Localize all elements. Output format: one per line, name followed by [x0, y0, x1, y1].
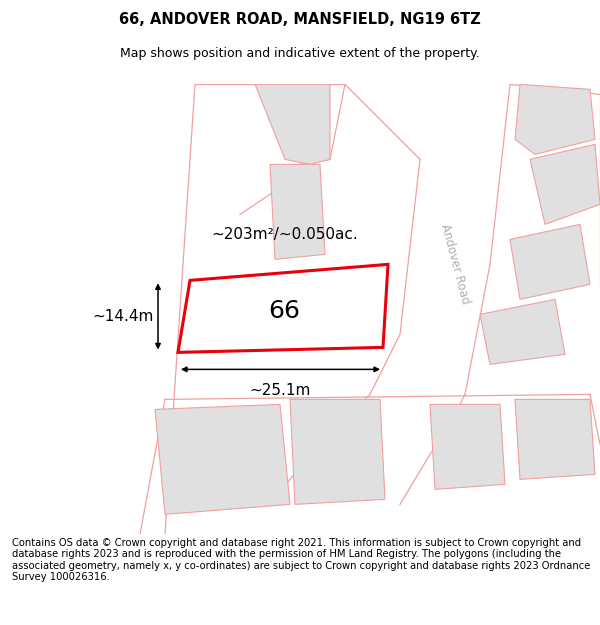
Polygon shape — [155, 404, 290, 514]
Polygon shape — [178, 264, 388, 352]
Text: 66, ANDOVER ROAD, MANSFIELD, NG19 6TZ: 66, ANDOVER ROAD, MANSFIELD, NG19 6TZ — [119, 12, 481, 27]
Text: 66: 66 — [269, 299, 301, 323]
Text: ~14.4m: ~14.4m — [92, 309, 154, 324]
Text: Contains OS data © Crown copyright and database right 2021. This information is : Contains OS data © Crown copyright and d… — [12, 538, 590, 582]
Polygon shape — [290, 399, 385, 504]
Polygon shape — [430, 404, 505, 489]
Polygon shape — [480, 299, 565, 364]
Text: Map shows position and indicative extent of the property.: Map shows position and indicative extent… — [120, 47, 480, 60]
Polygon shape — [255, 84, 330, 164]
Polygon shape — [510, 224, 590, 299]
Polygon shape — [530, 144, 600, 224]
Polygon shape — [270, 164, 325, 259]
Text: ~203m²/~0.050ac.: ~203m²/~0.050ac. — [212, 228, 358, 242]
Text: ~25.1m: ~25.1m — [250, 383, 311, 398]
Polygon shape — [515, 399, 595, 479]
Text: Andover Road: Andover Road — [438, 222, 472, 306]
Polygon shape — [515, 84, 595, 154]
